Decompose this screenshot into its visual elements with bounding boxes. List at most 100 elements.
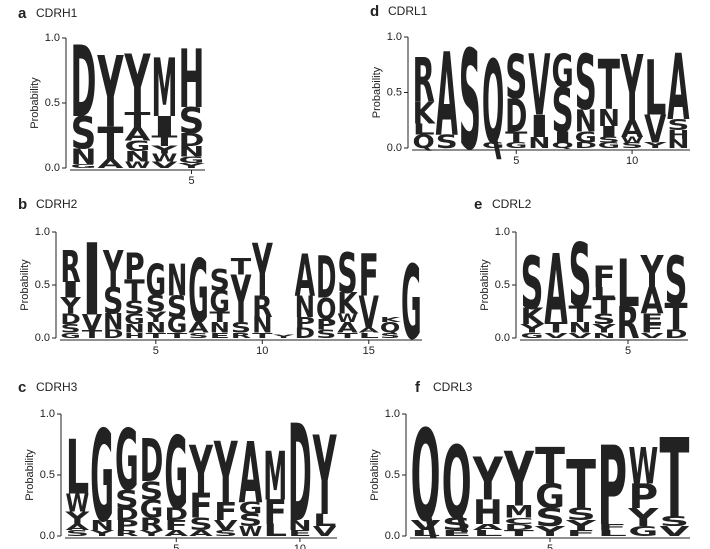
logo-letter: D bbox=[316, 244, 336, 312]
logo-letter: N bbox=[592, 331, 615, 340]
logo-letter: Q bbox=[412, 132, 434, 153]
logo-letter: S bbox=[598, 136, 620, 145]
logo-letter: G bbox=[628, 524, 658, 539]
logo-letter: L bbox=[592, 285, 615, 302]
logo-letter: T bbox=[566, 448, 596, 525]
y-tick-label: 1.0 bbox=[385, 408, 400, 420]
panel-title: CDRH3 bbox=[36, 380, 78, 394]
y-tick-label: 1.0 bbox=[40, 408, 55, 420]
logo-letter: T bbox=[125, 108, 151, 133]
logo-letter: A bbox=[544, 234, 567, 345]
logo-letter: G bbox=[164, 417, 188, 533]
logo-letter: A bbox=[436, 29, 458, 162]
logo-letter: G bbox=[115, 412, 139, 510]
logo-letter: T bbox=[146, 332, 167, 340]
logo-letter: F bbox=[597, 522, 627, 532]
x-tick-label: 10 bbox=[256, 345, 268, 357]
logo-letter: S bbox=[231, 320, 251, 337]
logo-letter: G bbox=[209, 286, 229, 319]
y-tick-label: 0.5 bbox=[40, 469, 55, 481]
x-tick-label: 10 bbox=[294, 543, 306, 549]
logo-letter: S bbox=[551, 76, 573, 147]
logo-letter: S bbox=[621, 141, 643, 150]
logo-letter: P bbox=[316, 316, 336, 333]
panel-label: e bbox=[474, 196, 482, 213]
y-tick-label: 0.5 bbox=[385, 469, 400, 481]
logo-letter: N bbox=[71, 145, 97, 170]
logo-letter: T bbox=[660, 415, 690, 542]
logo-letter: L bbox=[616, 247, 639, 322]
logo-letter: Y bbox=[252, 228, 274, 312]
logo-letter: V bbox=[411, 517, 442, 533]
logo-letter: S bbox=[505, 43, 527, 114]
logo-letter: M bbox=[152, 43, 178, 136]
logo-letter: L bbox=[263, 520, 287, 540]
logo-letter: T bbox=[98, 118, 124, 170]
logo-letter: Y bbox=[640, 247, 664, 297]
y-tick-label: 0.5 bbox=[387, 86, 402, 98]
logo-letter: G bbox=[167, 312, 187, 338]
logo-letter: Y bbox=[138, 528, 164, 538]
logo-letter: T bbox=[337, 332, 358, 340]
logo-letter: V bbox=[82, 311, 103, 336]
logo-letter: A bbox=[98, 157, 125, 171]
x-tick-label: 5 bbox=[188, 175, 194, 187]
logo-letter: T bbox=[124, 274, 144, 307]
logo-letter: T bbox=[664, 296, 687, 338]
panel-title: CDRL2 bbox=[492, 197, 532, 211]
logo-letter: T bbox=[568, 302, 592, 327]
logo-letter: K bbox=[412, 96, 435, 131]
logo-letter: L bbox=[411, 528, 441, 538]
logo-letter: G bbox=[71, 163, 97, 169]
logo-letter: T bbox=[209, 309, 229, 326]
logo-letter: D bbox=[71, 27, 97, 140]
logo-letter: T bbox=[535, 438, 565, 497]
logo-letter: N bbox=[103, 311, 123, 335]
logo-letter: S bbox=[65, 528, 89, 538]
logo-letter: N bbox=[288, 518, 312, 534]
logo-letter: G bbox=[520, 331, 543, 340]
logo-letter: S bbox=[60, 323, 80, 336]
logo-letter: S bbox=[146, 292, 166, 317]
logo-letter: G bbox=[179, 155, 205, 165]
logo-letter: A bbox=[188, 320, 209, 337]
logo-letter: Y bbox=[177, 162, 205, 170]
logo-letter: S bbox=[535, 504, 565, 533]
logo-letter: S bbox=[179, 101, 205, 142]
logo-letter: V bbox=[359, 289, 380, 339]
logo-letter: M bbox=[263, 437, 287, 516]
logo-letter: T bbox=[598, 45, 621, 125]
y-axis-label: Probability bbox=[479, 259, 491, 311]
logo-letter: S bbox=[239, 512, 263, 531]
logo-letter: D bbox=[288, 396, 312, 549]
logo-letter: S bbox=[115, 485, 139, 514]
logo-letter: E bbox=[209, 332, 229, 340]
logo-letter: Y bbox=[312, 414, 337, 540]
logo-letter: T bbox=[231, 255, 252, 280]
logo-letter: L bbox=[597, 528, 627, 538]
logo-letter: N bbox=[575, 103, 597, 139]
logo-letter: D bbox=[179, 129, 205, 150]
logo-letter: D bbox=[295, 324, 315, 341]
y-tick-label: 1.0 bbox=[495, 226, 510, 238]
logo-letter: Y bbox=[534, 524, 566, 539]
x-tick-label: 5 bbox=[173, 543, 179, 549]
logo-letter: Y bbox=[503, 437, 534, 524]
y-axis-label: Probability bbox=[19, 259, 31, 311]
logo-letter: D bbox=[164, 504, 188, 524]
logo-letter: N bbox=[90, 518, 114, 534]
logo-letter: T bbox=[252, 332, 273, 340]
logo-letter: D bbox=[504, 523, 534, 533]
logo-letter: S bbox=[660, 514, 690, 530]
logo-letter: S bbox=[71, 107, 97, 160]
logo-letter: A bbox=[125, 125, 151, 146]
logo-letter: A bbox=[667, 34, 689, 141]
logo-letter: S bbox=[209, 263, 229, 297]
panel-title: CDRL3 bbox=[433, 380, 473, 394]
logo-letter: G bbox=[140, 495, 164, 524]
panel-label: b bbox=[18, 196, 27, 213]
logo-letter: I bbox=[598, 123, 620, 140]
logo-letter: T bbox=[504, 529, 535, 539]
logo-letter: Y bbox=[230, 261, 251, 338]
logo-letter: V bbox=[313, 524, 338, 540]
